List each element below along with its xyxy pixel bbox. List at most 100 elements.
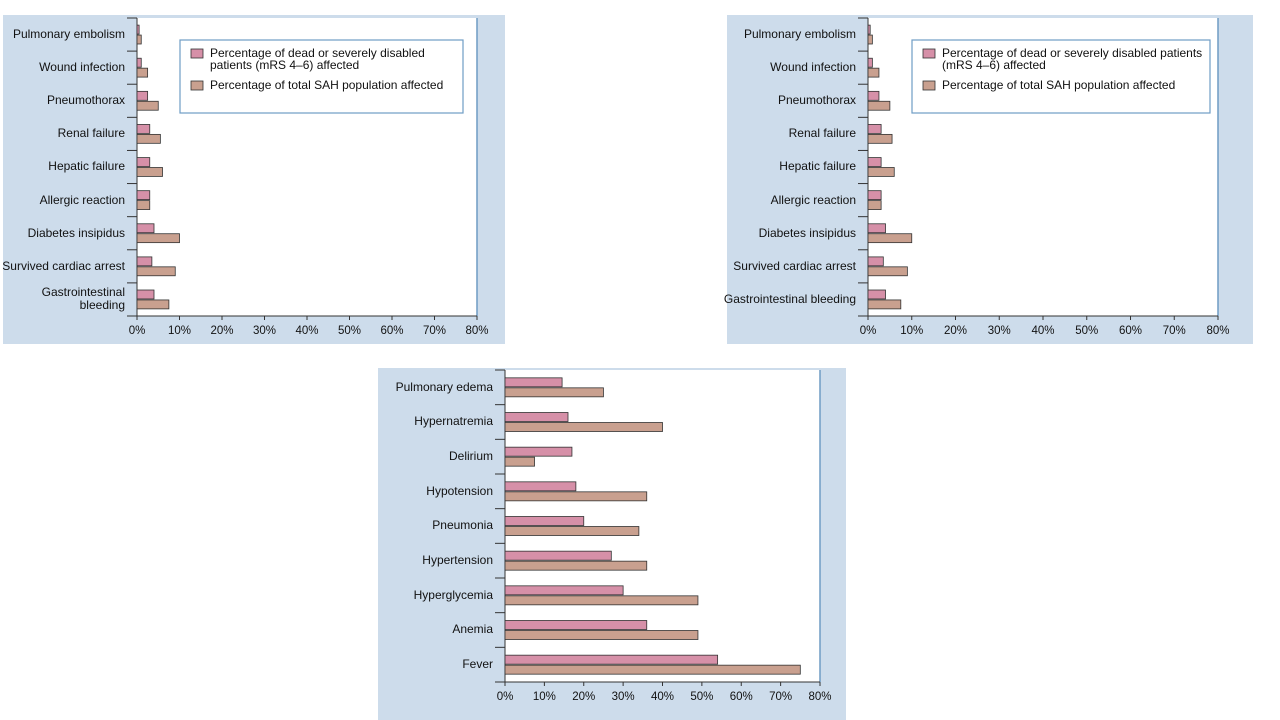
category-label: Pneumonia: [432, 518, 493, 533]
bar: [136, 34, 142, 45]
bar: [136, 90, 149, 101]
bar: [504, 412, 569, 422]
bar: [504, 654, 719, 665]
category-label-box: Hypotension: [426, 484, 493, 497]
x-tick-label: 70%: [423, 325, 446, 337]
category-label: Hepatic failure: [779, 159, 856, 174]
category-label: Pulmonary edema: [395, 379, 493, 394]
category-label-box: Gastrointestinal bleeding: [42, 286, 125, 312]
legend-label: Percentage of dead or severely disabled …: [210, 47, 425, 72]
bar: [504, 560, 648, 571]
bar: [504, 446, 573, 457]
bar: [504, 491, 648, 502]
legend-label-box: Percentage of dead or severely disabled …: [210, 47, 425, 72]
category-label: Gastrointestinal bleeding: [723, 291, 856, 306]
category-label: Fever: [462, 657, 493, 672]
x-tick-label: 40%: [295, 325, 318, 337]
category-label-box: Hypernatremia: [414, 415, 493, 428]
bar: [136, 289, 155, 300]
x-tick-label: 0%: [129, 325, 146, 337]
x-tick-label: 30%: [253, 325, 276, 337]
bar: [136, 24, 140, 35]
bar: [867, 223, 886, 234]
bar: [504, 630, 699, 640]
category-label-box: Gastrointestinal bleeding: [723, 291, 856, 306]
legend-label-box: Percentage of dead or severely disabled …: [942, 47, 1203, 72]
bar: [867, 124, 882, 134]
category-label-box: Diabetes insipidus: [27, 225, 125, 240]
bar: [867, 289, 886, 300]
legend: [179, 39, 464, 114]
category-label-box: Survived cardiac arrest: [733, 258, 856, 273]
bar: [136, 299, 170, 310]
category-label: Hyperglycemia: [413, 587, 493, 602]
category-label-box: Hyperglycemia: [413, 587, 493, 602]
x-tick-label: 80%: [808, 691, 831, 703]
bar: [504, 422, 663, 432]
bar: [867, 167, 895, 177]
category-label: Diabetes insipidus: [27, 225, 125, 240]
bar: [504, 595, 699, 606]
bar: [136, 133, 161, 144]
category-label-box: Renal failure: [788, 126, 856, 141]
category-label: Renal failure: [788, 126, 856, 141]
bar: [136, 223, 155, 234]
bar: [867, 157, 882, 167]
x-tick-label: 70%: [1163, 325, 1186, 337]
category-label: Survived cardiac arrest: [733, 258, 856, 273]
bar: [136, 233, 180, 244]
x-tick-label: 0%: [497, 691, 514, 703]
bar: [504, 620, 648, 630]
bar: [504, 550, 612, 561]
category-label: Hepatic failure: [48, 159, 125, 174]
x-tick-label: 60%: [380, 325, 403, 337]
x-tick-label: 80%: [1206, 325, 1229, 337]
category-label: Wound infection: [770, 60, 856, 75]
category-label: Hypertension: [422, 553, 493, 568]
bar: [867, 90, 880, 101]
x-tick-label: 20%: [572, 691, 595, 703]
category-label-box: Pulmonary embolism: [13, 28, 125, 41]
category-label: Survived cardiac arrest: [2, 258, 125, 273]
category-label-box: Fever: [462, 657, 493, 672]
category-label-box: Wound infection: [770, 60, 856, 75]
bar: [136, 100, 159, 111]
category-label-box: Hypertension: [422, 553, 493, 568]
x-tick-label: 20%: [210, 325, 233, 337]
bar: [136, 266, 176, 277]
legend-label: Percentage of total SAH population affec…: [210, 79, 444, 92]
bar: [867, 24, 871, 35]
bar: [867, 233, 913, 244]
bar: [136, 200, 151, 210]
category-label-box: Delirium: [449, 450, 493, 463]
bar: [136, 67, 149, 78]
bar: [504, 481, 577, 492]
x-tick-label: 80%: [465, 325, 488, 337]
x-tick-label: 10%: [900, 325, 923, 337]
bar: [504, 664, 801, 675]
bar: [136, 167, 163, 177]
bar: [504, 456, 535, 467]
category-label-box: Pneumothorax: [47, 94, 125, 107]
x-tick-label: 70%: [769, 691, 792, 703]
bar: [867, 190, 882, 201]
bar: [504, 526, 640, 536]
category-label-box: Allergic reaction: [771, 193, 856, 206]
bar: [867, 200, 882, 210]
bar: [136, 124, 151, 134]
x-tick-label: 0%: [860, 325, 877, 337]
legend-label: Percentage of total SAH population affec…: [942, 79, 1176, 92]
bar: [867, 299, 902, 310]
category-label-box: Pulmonary embolism: [743, 27, 856, 42]
x-tick-label: 50%: [1075, 325, 1098, 337]
legend-label: Percentage of dead or severely disabled …: [942, 47, 1203, 72]
legend-label-box: Percentage of total SAH population affec…: [210, 79, 444, 92]
bar: [867, 67, 880, 78]
category-label-box: Anemia: [452, 623, 493, 636]
category-label-box: Hepatic failure: [779, 159, 856, 174]
category-label-box: Allergic reaction: [39, 192, 125, 207]
x-tick-label: 50%: [338, 325, 361, 337]
category-label: Pulmonary embolism: [743, 27, 856, 42]
category-label: Allergic reaction: [39, 192, 125, 207]
